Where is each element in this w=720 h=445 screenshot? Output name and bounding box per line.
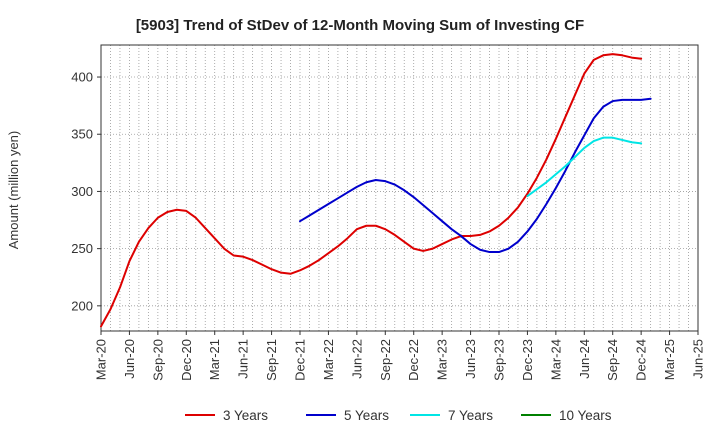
x-tick-label: Sep-23 [492, 339, 507, 381]
gridlines [101, 45, 698, 331]
legend-label-3-years: 3 Years [223, 408, 268, 423]
series-line-3-years [100, 53, 643, 328]
x-tick-label: Sep-24 [605, 339, 620, 381]
x-tick-label: Mar-22 [321, 339, 336, 380]
x-tick-label: Jun-25 [691, 339, 706, 379]
legend: 3 Years 5 Years 7 Years 10 Years [185, 408, 612, 423]
x-tick-label: Jun-22 [349, 339, 364, 379]
x-tick-label: Mar-20 [94, 339, 109, 380]
y-tick-label: 250 [71, 241, 93, 256]
x-tick-label: Mar-23 [435, 339, 450, 380]
legend-label-5-years: 5 Years [344, 408, 389, 423]
x-tick-label: Jun-23 [463, 339, 478, 379]
y-axis-label: Amount (million yen) [6, 131, 21, 250]
y-tick-label: 200 [71, 298, 93, 313]
x-tick-label: Sep-20 [150, 339, 165, 381]
y-tick-label: 400 [71, 70, 93, 85]
series-line-7-years [526, 136, 643, 198]
y-tick-label: 350 [71, 127, 93, 142]
x-tick-label: Dec-24 [634, 339, 649, 381]
x-tick-label: Mar-24 [548, 339, 563, 380]
x-tick-label: Jun-24 [577, 339, 592, 379]
x-tick-label: Mar-25 [662, 339, 677, 380]
x-tick-label: Dec-22 [406, 339, 421, 381]
x-tick-label: Jun-21 [236, 339, 251, 379]
series-lines [100, 53, 652, 328]
legend-label-7-years: 7 Years [448, 408, 493, 423]
axes: 200 250 300 350 400 Mar-20 Jun-20 Sep-20 Dec-20 M… [71, 44, 706, 381]
x-tick-label: Dec-23 [520, 339, 535, 381]
y-tick-label: 300 [71, 184, 93, 199]
x-tick-label: Mar-21 [207, 339, 222, 380]
series-line-5-years [299, 97, 652, 254]
x-tick-label: Sep-21 [264, 339, 279, 381]
x-tick-label: Jun-20 [122, 339, 137, 379]
x-tick-label: Dec-21 [293, 339, 308, 381]
legend-label-10-years: 10 Years [559, 408, 612, 423]
x-tick-label: Dec-20 [179, 339, 194, 381]
plot-frame [100, 44, 699, 332]
chart-title: [5903] Trend of StDev of 12-Month Moving… [136, 17, 584, 34]
x-tick-label: Sep-22 [378, 339, 393, 381]
